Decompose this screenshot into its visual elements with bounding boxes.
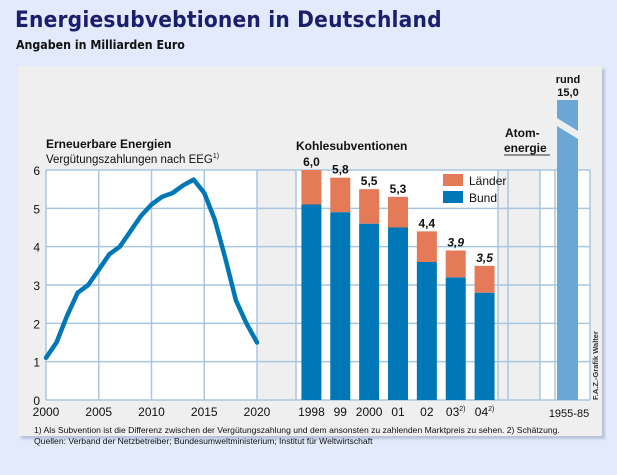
line-chart-subtitle: Vergütungszahlungen nach EEG1)	[46, 153, 219, 166]
atom-value-label-line2: 15,0	[557, 87, 578, 99]
bar-x-tick-label: 01	[391, 405, 405, 419]
bar-x-tick-label: 032)	[446, 405, 466, 419]
atom-title-line2: energie	[504, 141, 547, 155]
bar-laender	[445, 250, 466, 278]
atom-x-tick-label: 1955-85	[549, 408, 589, 420]
bar-total-label: 3,5	[476, 251, 493, 265]
x-tick-label: 2005	[85, 405, 112, 419]
bar-x-tick-label: 02	[420, 405, 434, 419]
y-tick-label: 0	[33, 394, 40, 408]
y-tick-label: 1	[33, 356, 40, 370]
bar-total-label: 4,4	[419, 216, 436, 230]
bar-bund	[388, 227, 408, 400]
bar-bund	[301, 204, 322, 400]
y-tick-label: 3	[33, 279, 40, 293]
bar-bund	[416, 262, 437, 400]
bar-x-tick-label: 99	[334, 405, 348, 419]
bar-x-tick-label: 042)	[475, 405, 495, 419]
bar-series	[301, 170, 495, 400]
atom-bar-top	[557, 100, 578, 131]
bar-x-tick-footnote: 2)	[459, 406, 465, 413]
line-series	[43, 177, 260, 361]
legend-swatch-laender	[443, 174, 463, 186]
line-chart-title: Erneuerbare Energien	[46, 137, 171, 151]
legend: Länder Bund	[443, 174, 506, 205]
line-chart-subtitle-text: Vergütungszahlungen nach EEG	[46, 154, 213, 166]
bar-laender	[416, 231, 437, 262]
bar-total-label: 5,5	[361, 174, 378, 188]
bar-x-tick-label: 1998	[298, 405, 325, 419]
bar-laender	[388, 196, 408, 228]
bar-x-tick-footnote: 2)	[488, 406, 494, 413]
bar-laender	[301, 170, 322, 205]
x-tick-label: 2015	[191, 405, 218, 419]
bar-laender	[359, 189, 380, 224]
bar-bund	[330, 212, 351, 400]
legend-label-laender: Länder	[469, 174, 506, 188]
bar-bund	[474, 292, 495, 400]
bar-total-label: 6,0	[303, 155, 320, 169]
line-chart-subtitle-footnote: 1)	[213, 153, 219, 160]
bar-x-axis-ticks: 1998 99 2000 01 02 032) 042)	[298, 405, 494, 419]
page-title: Energiesubvebtionen in Deutschland	[15, 8, 442, 33]
x-tick-label: 2000	[33, 405, 60, 419]
atom-bar	[557, 126, 578, 400]
graphic-credit: F.A.Z.-Grafik Walter	[591, 331, 600, 400]
bar-bund	[445, 277, 466, 400]
page-subtitle: Angaben in Milliarden Euro	[16, 38, 185, 52]
footnote-text: 1) Als Subvention ist die Differenz zwis…	[34, 425, 560, 435]
y-tick-label: 5	[33, 202, 40, 216]
atom-title-line1: Atom-	[505, 126, 540, 140]
atom-series	[557, 100, 578, 400]
y-tick-label: 6	[33, 164, 40, 178]
x-tick-label: 2020	[244, 405, 271, 419]
bar-total-label: 3,9	[447, 236, 464, 250]
y-axis-ticks: 0 1 2 3 4 5 6	[33, 164, 40, 408]
y-tick-label: 4	[33, 241, 40, 255]
line-x-axis-ticks: 2000 2005 2010 2015 2020	[33, 405, 271, 419]
bar-laender	[474, 265, 495, 293]
bar-bund	[359, 223, 380, 400]
legend-label-bund: Bund	[469, 191, 497, 205]
bar-total-labels: 6,0 5,8 5,5 5,3 4,4 3,9 3,5	[303, 155, 493, 265]
legend-swatch-bund	[443, 191, 463, 203]
bar-total-label: 5,3	[390, 182, 407, 196]
bar-total-label: 5,8	[332, 163, 349, 177]
bar-chart-title: Kohlesubventionen	[296, 139, 407, 153]
bar-laender	[330, 177, 351, 213]
atom-value-label-line1: rund	[556, 74, 580, 86]
x-tick-label: 2010	[138, 405, 165, 419]
sources-text: Quellen: Verband der Netzbetreiber; Bund…	[34, 436, 373, 446]
y-tick-label: 2	[33, 317, 40, 331]
bar-x-tick-label: 2000	[356, 405, 383, 419]
